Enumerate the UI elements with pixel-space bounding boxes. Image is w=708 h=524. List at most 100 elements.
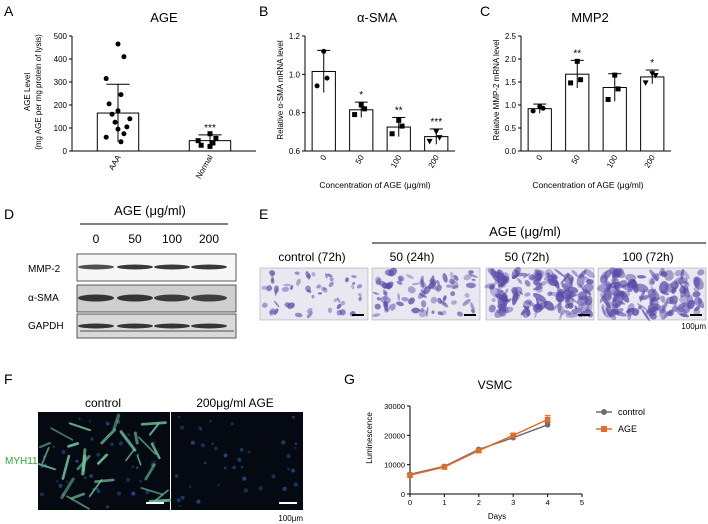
significance-label: *: [650, 58, 654, 69]
x-tick-label: 100: [605, 153, 620, 170]
transwell-cell: [383, 301, 389, 312]
transwell-cell: [554, 268, 566, 278]
blot-band: [117, 264, 153, 270]
transwell-cell: [269, 270, 276, 276]
transwell-cell: [525, 299, 533, 305]
nucleus-stain: [127, 433, 130, 436]
transwell-cell: [266, 285, 273, 292]
transwell-cell: [678, 309, 683, 312]
transwell-cell: [512, 290, 519, 306]
data-point: [103, 134, 109, 140]
transwell-cell: [419, 280, 427, 290]
transwell-cell: [372, 313, 381, 317]
nucleus-stain: [200, 443, 205, 448]
data-point: [568, 80, 574, 86]
nucleus-stain: [125, 477, 131, 482]
data-point: [321, 48, 327, 54]
transwell-cell: [578, 283, 588, 295]
data-point: [510, 432, 516, 439]
transwell-cell: [426, 306, 429, 318]
transwell-cell: [606, 301, 613, 309]
transwell-cell: [484, 283, 496, 289]
data-point: [103, 76, 109, 82]
transwell-cell: [563, 310, 572, 315]
transwell-cell: [604, 269, 612, 279]
nucleus-stain: [190, 440, 195, 445]
myh11-stain: [100, 428, 117, 445]
myh11-stain: [136, 454, 142, 466]
transwell-cell: [558, 305, 566, 316]
chart-b-xlabel: Concentration of AGE (μg/ml): [319, 180, 430, 190]
transwell-cell: [306, 311, 313, 319]
blot-band: [191, 323, 227, 329]
nucleus-stain: [65, 480, 69, 484]
nucleus-stain: [258, 486, 263, 491]
nucleus-stain: [209, 420, 212, 423]
nucleus-stain: [177, 415, 181, 418]
transwell-cell: [551, 272, 558, 280]
myh11-stain: [60, 477, 75, 499]
transwell-cell: [585, 278, 594, 285]
nucleus-stain: [239, 448, 244, 452]
data-point: [106, 101, 112, 107]
transwell-cell: [614, 308, 624, 314]
fluorescence-image: [38, 412, 170, 510]
transwell-cell: [351, 275, 357, 279]
transwell-cell: [517, 277, 523, 285]
transwell-cell: [464, 293, 470, 298]
transwell-cell: [446, 284, 451, 288]
nucleus-stain: [217, 484, 220, 487]
nucleus-stain: [174, 474, 179, 478]
transwell-cell: [261, 302, 268, 308]
transwell-cell: [555, 292, 565, 303]
nucleus-stain: [240, 465, 244, 469]
chart-c-title: MMP2: [571, 10, 609, 25]
nucleus-stain: [294, 442, 298, 445]
transwell-cell: [383, 291, 388, 296]
nucleus-stain: [179, 504, 182, 507]
transwell-cell: [511, 287, 519, 294]
transwell-cell: [270, 278, 275, 284]
transwell-cell: [375, 278, 382, 285]
transwell-scale-label: 100μm: [681, 322, 706, 331]
nucleus-stain: [287, 468, 290, 471]
legend-label-age: AGE: [618, 424, 637, 434]
transwell-cell: [679, 313, 690, 318]
y-tick-label: 0: [401, 490, 405, 499]
transwell-cell: [524, 292, 531, 297]
x-tick-label: 100: [389, 153, 404, 170]
transwell-cell: [612, 303, 615, 313]
blot-band: [78, 264, 114, 270]
transwell-cell: [665, 296, 675, 305]
transwell-label: control (72h): [278, 250, 345, 264]
significance-label: **: [573, 48, 581, 59]
y-tick-label: 1.0: [505, 101, 517, 110]
fluorescence-panel: control 200μg/ml AGE MYH11 100μm: [5, 396, 303, 523]
nucleus-stain: [135, 466, 139, 469]
transwell-cell: [450, 285, 455, 290]
blot-lane-label: 100: [162, 232, 182, 246]
significance-label: ***: [430, 117, 442, 128]
nucleus-stain: [145, 490, 150, 494]
transwell-cell: [571, 307, 583, 314]
data-point: [612, 72, 618, 78]
blot-lane-label: 0: [93, 232, 100, 246]
transwell-cell: [597, 283, 612, 292]
myh11-stain: [140, 421, 167, 426]
transwell-cell: [613, 268, 621, 277]
transwell-cell: [511, 293, 521, 302]
western-blot: AGE (μg/ml) 0 50 100 200 MMP-2 α-SMA GAP…: [28, 203, 237, 339]
transwell-cell: [535, 285, 543, 293]
transwell-cell: [693, 307, 701, 316]
transwell-cell: [693, 276, 704, 290]
transwell-cell: [336, 297, 341, 304]
transwell-cell: [697, 269, 705, 276]
transwell-cell: [323, 287, 327, 291]
transwell-cell: [504, 288, 509, 294]
data-point: [476, 447, 482, 454]
data-point: [436, 135, 443, 141]
chart-a-title: AGE: [150, 10, 178, 25]
transwell-cell: [436, 280, 440, 287]
data-point: [530, 108, 536, 114]
fluor-label-control: control: [85, 396, 121, 410]
